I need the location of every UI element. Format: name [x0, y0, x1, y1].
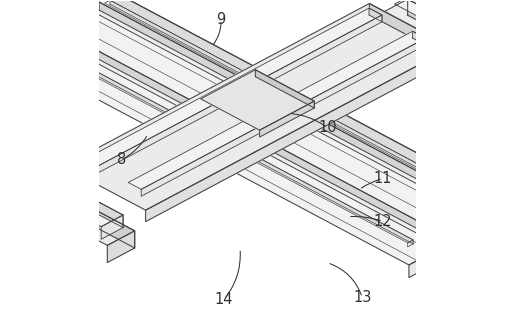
Polygon shape [413, 31, 425, 45]
Polygon shape [474, 62, 501, 86]
Polygon shape [408, 240, 413, 247]
Polygon shape [101, 215, 123, 239]
Polygon shape [260, 101, 314, 137]
Polygon shape [0, 0, 515, 265]
Polygon shape [37, 181, 123, 227]
Polygon shape [402, 23, 428, 47]
Polygon shape [381, 0, 490, 57]
Polygon shape [457, 215, 515, 263]
Text: 12: 12 [374, 214, 392, 229]
Polygon shape [500, 203, 515, 228]
Polygon shape [31, 40, 413, 243]
Polygon shape [0, 0, 98, 37]
Polygon shape [25, 187, 134, 245]
Polygon shape [408, 0, 490, 59]
Text: 11: 11 [374, 171, 392, 186]
Polygon shape [482, 201, 487, 208]
Text: 14: 14 [215, 292, 233, 307]
Polygon shape [53, 27, 430, 235]
Polygon shape [510, 207, 515, 239]
Polygon shape [409, 207, 515, 278]
Polygon shape [105, 0, 487, 204]
Polygon shape [375, 9, 428, 37]
Polygon shape [87, 2, 476, 209]
Polygon shape [141, 38, 425, 196]
Polygon shape [36, 40, 413, 244]
Polygon shape [98, 15, 382, 173]
Polygon shape [474, 48, 501, 72]
Polygon shape [99, 2, 476, 211]
Polygon shape [448, 48, 501, 76]
Polygon shape [6, 0, 56, 27]
Polygon shape [417, 207, 515, 272]
Polygon shape [63, 4, 452, 210]
Polygon shape [394, 0, 482, 39]
Polygon shape [52, 187, 134, 248]
Polygon shape [107, 231, 134, 263]
Text: 13: 13 [353, 290, 371, 305]
Polygon shape [447, 222, 515, 289]
Polygon shape [15, 0, 81, 28]
Text: 9: 9 [216, 12, 226, 27]
Text: 8: 8 [117, 152, 127, 167]
Polygon shape [0, 0, 56, 18]
Polygon shape [369, 8, 382, 22]
Polygon shape [418, 227, 430, 241]
Polygon shape [110, 0, 487, 205]
Polygon shape [106, 0, 515, 219]
Polygon shape [201, 70, 314, 130]
Polygon shape [255, 70, 314, 108]
Polygon shape [402, 9, 428, 33]
Polygon shape [44, 0, 56, 1]
Polygon shape [146, 47, 452, 222]
Polygon shape [434, 203, 515, 250]
Polygon shape [84, 8, 382, 166]
Polygon shape [417, 0, 482, 38]
Polygon shape [0, 0, 81, 15]
Polygon shape [463, 43, 490, 74]
Polygon shape [5, 0, 98, 54]
Polygon shape [58, 181, 123, 228]
Polygon shape [369, 4, 452, 59]
Polygon shape [128, 31, 425, 189]
Polygon shape [68, 0, 98, 4]
Polygon shape [459, 27, 482, 50]
Text: 10: 10 [318, 120, 337, 135]
Polygon shape [464, 203, 476, 217]
Polygon shape [41, 27, 430, 234]
